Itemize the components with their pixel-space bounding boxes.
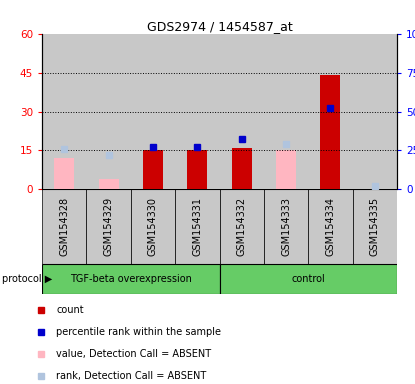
Bar — [264, 34, 308, 189]
Text: GSM154334: GSM154334 — [325, 197, 335, 256]
Text: protocol ▶: protocol ▶ — [2, 274, 52, 284]
Bar — [99, 179, 119, 189]
Text: count: count — [56, 305, 84, 315]
Text: rank, Detection Call = ABSENT: rank, Detection Call = ABSENT — [56, 371, 207, 381]
Bar — [220, 34, 264, 189]
Bar — [54, 158, 74, 189]
Bar — [308, 189, 353, 264]
Bar — [131, 189, 175, 264]
Text: GSM154328: GSM154328 — [59, 197, 69, 256]
Bar — [42, 264, 220, 294]
Bar — [276, 150, 296, 189]
Bar — [353, 34, 397, 189]
Bar — [42, 34, 86, 189]
Text: GSM154329: GSM154329 — [104, 197, 114, 256]
Bar — [264, 189, 308, 264]
Bar — [175, 34, 220, 189]
Bar — [220, 189, 264, 264]
Text: GSM154335: GSM154335 — [370, 197, 380, 256]
Bar — [308, 34, 353, 189]
Text: GSM154333: GSM154333 — [281, 197, 291, 256]
Bar — [86, 34, 131, 189]
Text: control: control — [291, 274, 325, 284]
Text: TGF-beta overexpression: TGF-beta overexpression — [70, 274, 192, 284]
Bar — [86, 189, 131, 264]
Bar — [131, 34, 175, 189]
Text: value, Detection Call = ABSENT: value, Detection Call = ABSENT — [56, 349, 211, 359]
Text: GSM154330: GSM154330 — [148, 197, 158, 256]
Bar — [232, 148, 251, 189]
Bar — [175, 189, 220, 264]
Bar — [42, 189, 86, 264]
Title: GDS2974 / 1454587_at: GDS2974 / 1454587_at — [146, 20, 293, 33]
Text: GSM154331: GSM154331 — [192, 197, 203, 256]
Bar — [320, 75, 340, 189]
Text: percentile rank within the sample: percentile rank within the sample — [56, 327, 221, 337]
Bar — [353, 189, 397, 264]
Bar — [143, 150, 163, 189]
Text: GSM154332: GSM154332 — [237, 197, 247, 256]
Bar — [187, 150, 208, 189]
Bar — [220, 264, 397, 294]
